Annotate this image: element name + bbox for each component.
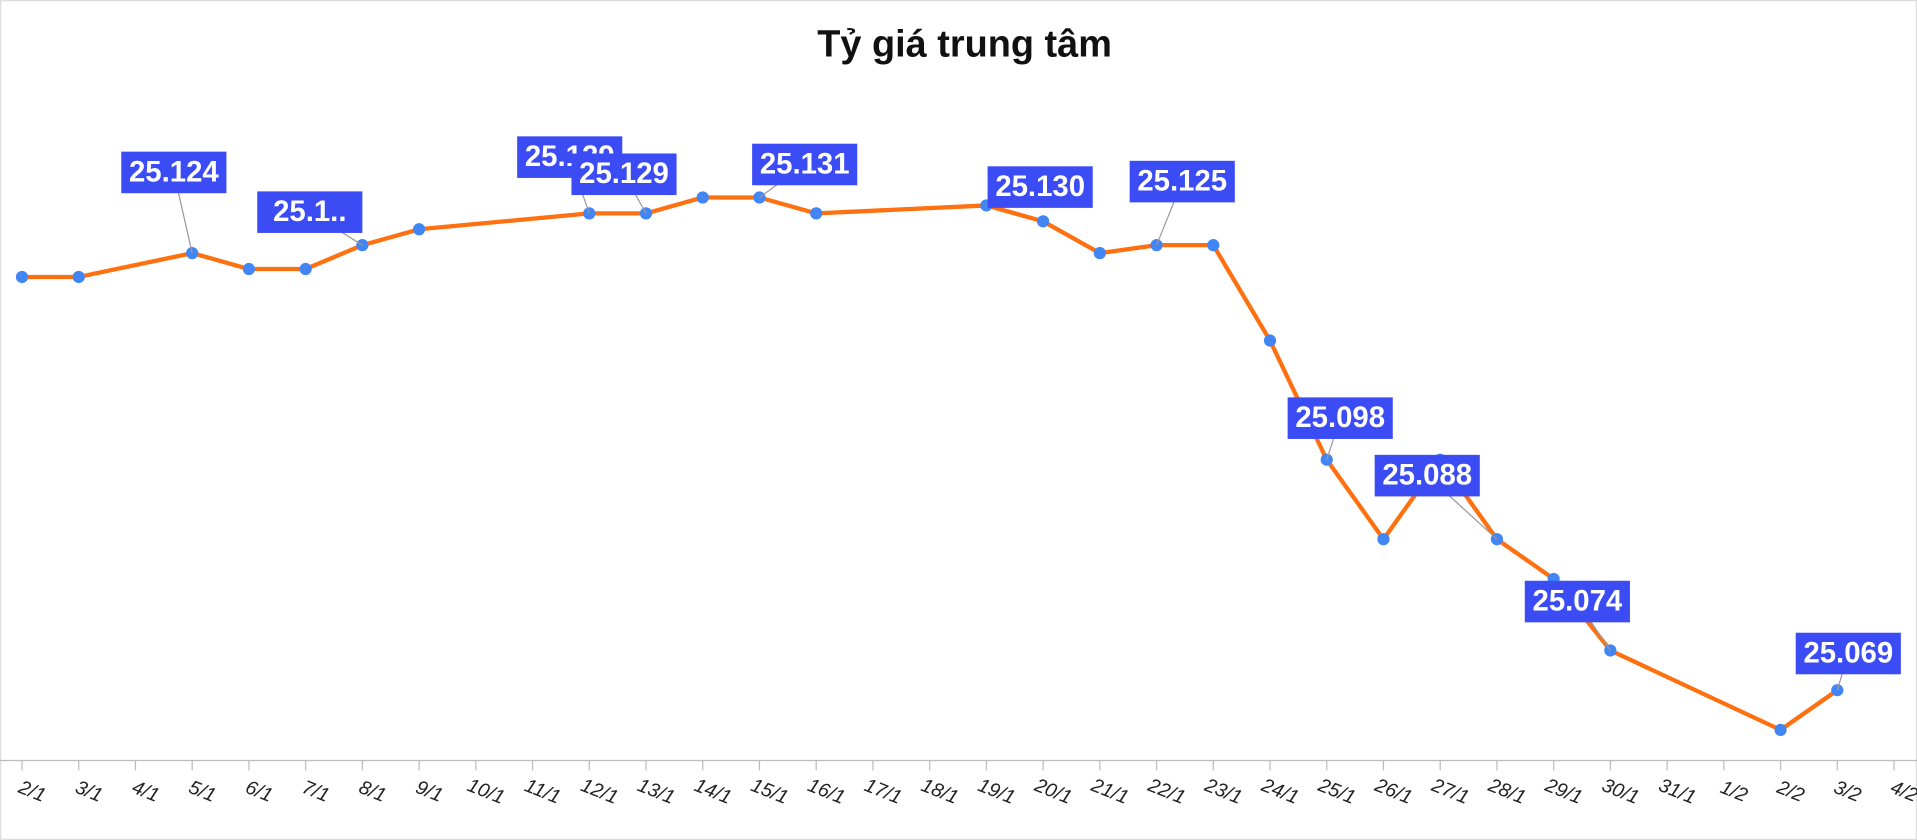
data-label: 25.1.. xyxy=(273,195,346,228)
label-box xyxy=(752,143,858,186)
line-segment xyxy=(757,195,819,216)
point xyxy=(72,270,85,284)
label-box xyxy=(1795,632,1901,675)
line-segment xyxy=(1097,243,1159,256)
label-box xyxy=(1129,160,1235,203)
label-box xyxy=(1374,454,1480,497)
data-label: 25.069 xyxy=(1803,636,1893,669)
line-segment xyxy=(1324,457,1386,542)
data-label: 25.131 xyxy=(760,147,850,180)
line-segment xyxy=(1494,537,1556,582)
point xyxy=(1207,239,1220,252)
label-box xyxy=(1524,580,1630,623)
data-label: 25.130 xyxy=(995,170,1085,203)
line-segment xyxy=(1211,243,1273,343)
chart-title: Tỷ giá trung tâm xyxy=(817,24,1112,66)
label-box xyxy=(257,191,363,233)
line-segment xyxy=(643,195,705,216)
point xyxy=(696,191,709,204)
line-segment xyxy=(303,243,365,272)
line-segment xyxy=(814,203,989,216)
label-box xyxy=(987,166,1093,208)
line-segment xyxy=(76,250,195,280)
line-segment xyxy=(1778,688,1840,733)
point xyxy=(1263,334,1277,347)
label-box xyxy=(1287,397,1393,439)
line-segment xyxy=(984,203,1046,224)
line-segment xyxy=(1608,648,1783,733)
label-box xyxy=(121,151,227,194)
data-label: 25.088 xyxy=(1382,459,1472,492)
point xyxy=(1774,723,1787,737)
point xyxy=(1093,247,1106,260)
line-segment xyxy=(190,250,252,272)
point xyxy=(15,270,29,284)
point xyxy=(1831,684,1844,697)
point xyxy=(186,247,199,260)
data-label: 25.074 xyxy=(1533,585,1623,618)
data-label: 25.124 xyxy=(129,155,219,188)
point xyxy=(299,262,312,276)
point xyxy=(1377,533,1390,546)
point xyxy=(1036,215,1050,228)
line-segment xyxy=(416,211,592,232)
data-label: 25.125 xyxy=(1137,165,1227,198)
point xyxy=(639,207,653,220)
data-label: 25.098 xyxy=(1295,401,1385,434)
point xyxy=(810,207,823,220)
line-segment xyxy=(360,227,422,248)
data-label: 25.129 xyxy=(579,157,669,190)
label-box xyxy=(571,153,677,196)
point xyxy=(412,223,426,236)
point xyxy=(242,262,256,276)
line-segment xyxy=(1040,219,1102,256)
